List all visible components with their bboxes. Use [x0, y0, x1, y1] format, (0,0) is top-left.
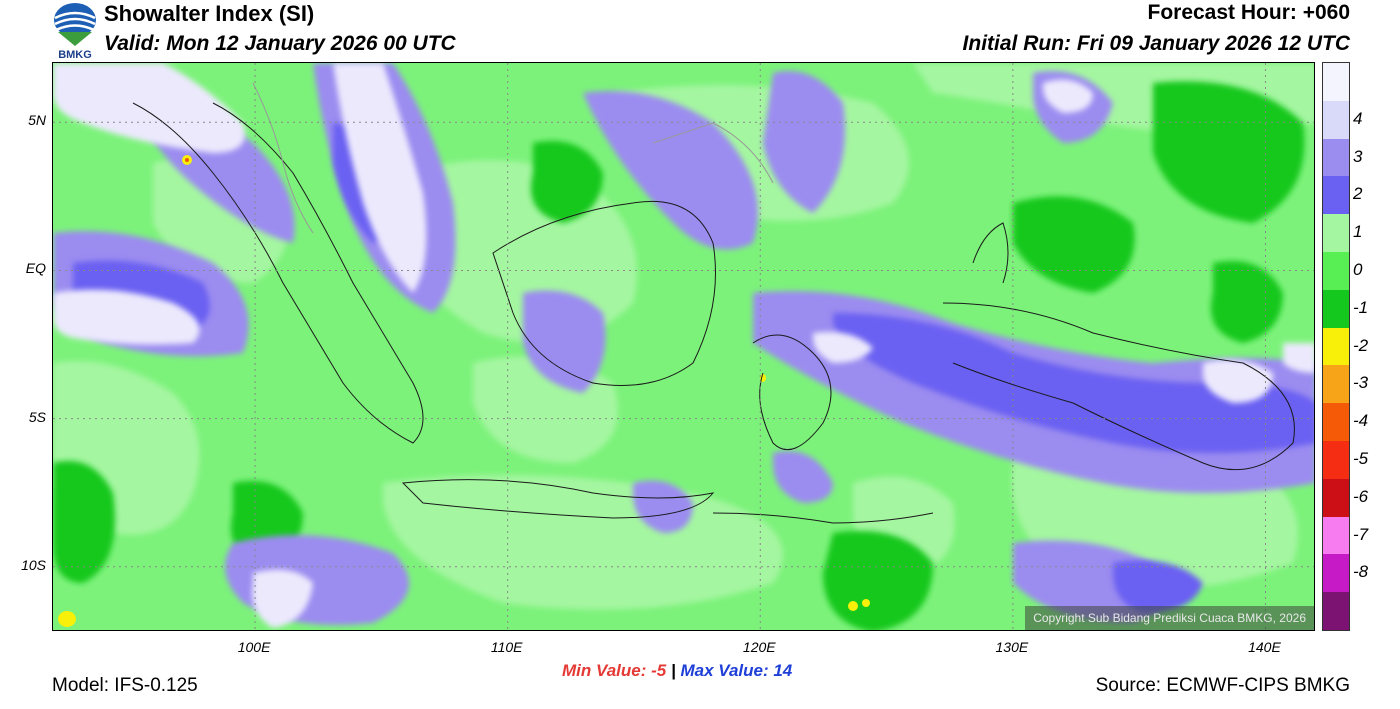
colorbar-label: -8 [1353, 562, 1369, 582]
colorbar-cell [1323, 176, 1349, 215]
colorbar [1322, 62, 1350, 631]
max-value: Max Value: 14 [680, 661, 793, 680]
colorbar-cell [1323, 403, 1349, 442]
valid-time: Valid: Mon 12 January 2026 00 UTC [104, 32, 456, 55]
lat-label: EQ [25, 260, 46, 277]
colorbar-cell [1323, 63, 1349, 102]
colorbar-cell [1323, 592, 1349, 631]
lon-label: 140E [1248, 639, 1281, 655]
gridlines [53, 63, 1314, 630]
initial-run: Initial Run: Fri 09 January 2026 12 UTC [962, 32, 1350, 55]
colorbar-label: -3 [1353, 373, 1369, 393]
map-panel: Copyright Sub Bidang Prediksi Cuaca BMKG… [52, 62, 1315, 631]
colorbar-cell [1323, 138, 1349, 177]
coastline-overlay [132, 102, 1295, 524]
colorbar-label: 4 [1353, 108, 1363, 128]
lat-label: 5S [28, 408, 46, 425]
colorbar-label: -2 [1353, 335, 1369, 355]
colorbar-label: 0 [1353, 259, 1363, 279]
copyright-notice: Copyright Sub Bidang Prediksi Cuaca BMKG… [1025, 606, 1314, 630]
colorbar-label: -6 [1353, 486, 1369, 506]
lat-label: 10S [21, 556, 46, 573]
page-title: Showalter Index (SI) [104, 1, 315, 26]
lon-label: 110E [490, 639, 523, 655]
min-value: Min Value: -5 [562, 661, 667, 680]
min-max-values: Min Value: -5 | Max Value: 14 [562, 661, 792, 681]
field-white-regions [53, 63, 1314, 628]
colorbar-label: -1 [1353, 297, 1369, 317]
field-orange-cells [185, 158, 189, 162]
colorbar-cell [1323, 441, 1349, 480]
colorbar-label: -4 [1353, 411, 1369, 431]
colorbar-cell [1323, 100, 1349, 140]
lon-label: 100E [237, 639, 271, 655]
source-label: Source: ECMWF-CIPS BMKG [1095, 675, 1350, 696]
colorbar-cell [1323, 214, 1349, 253]
colorbar-cell [1323, 554, 1349, 593]
lon-label: 130E [995, 639, 1029, 655]
field-yellow-cells [58, 155, 870, 627]
colorbar-cell [1323, 327, 1349, 366]
logo-text: BMKG [58, 49, 92, 60]
showalter-map [53, 63, 1314, 630]
lon-label: 120E [742, 639, 776, 655]
colorbar-label: -5 [1353, 448, 1369, 468]
colorbar-label: 1 [1353, 222, 1363, 242]
colorbar-label: 2 [1353, 184, 1363, 204]
colorbar-label: 3 [1353, 146, 1363, 166]
bmkg-logo: BMKG [52, 2, 98, 61]
colorbar-label: -7 [1353, 524, 1369, 544]
min-max-separator: | [670, 661, 676, 680]
lat-label: 5N [28, 112, 46, 129]
forecast-hour: Forecast Hour: +060 [1147, 1, 1351, 24]
model-label: Model: IFS-0.125 [52, 675, 198, 696]
colorbar-cell [1323, 478, 1349, 518]
colorbar-cell [1323, 516, 1349, 555]
colorbar-cell [1323, 289, 1349, 329]
colorbar-cell [1323, 365, 1349, 404]
border-overlay [252, 82, 774, 234]
colorbar-cell [1323, 252, 1349, 291]
